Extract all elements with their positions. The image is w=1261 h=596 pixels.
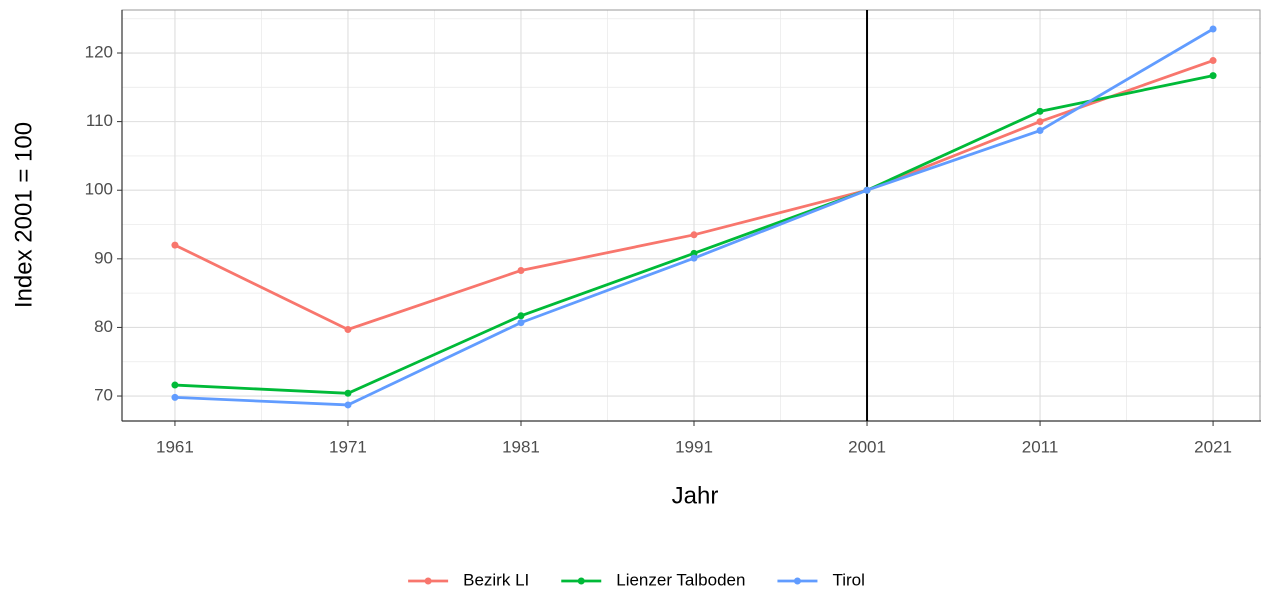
legend-swatch — [577, 577, 585, 585]
x-tick-label: 2001 — [848, 437, 886, 456]
x-tick-label: 1971 — [329, 437, 367, 456]
x-tick-label: 1991 — [675, 437, 713, 456]
x-axis-title: Jahr — [672, 482, 719, 509]
legend-label: Bezirk LI — [463, 570, 529, 589]
x-tick-label: 2011 — [1022, 437, 1059, 456]
data-point — [171, 393, 179, 401]
y-axis-title: Index 2001 = 100 — [10, 122, 37, 308]
legend-label: Tirol — [832, 570, 864, 589]
y-tick-label: 100 — [85, 180, 113, 199]
legend-swatch — [424, 577, 432, 585]
data-point — [517, 312, 525, 320]
y-tick-label: 110 — [86, 111, 113, 130]
data-point — [1036, 118, 1044, 126]
y-tick-label: 80 — [94, 317, 113, 336]
data-point — [1036, 107, 1044, 115]
x-tick-label: 1961 — [156, 437, 194, 456]
data-point — [1209, 72, 1217, 80]
data-point — [344, 389, 352, 397]
data-point — [344, 401, 352, 409]
data-point — [690, 231, 698, 239]
data-point — [517, 319, 525, 327]
legend: Bezirk LI Lienzer Talboden Tirol — [408, 570, 865, 589]
data-point — [517, 266, 525, 274]
data-point — [690, 249, 698, 257]
data-point — [171, 241, 179, 249]
data-point — [171, 381, 179, 389]
data-point — [1036, 127, 1044, 135]
data-point — [863, 186, 871, 194]
y-tick-label: 70 — [94, 386, 113, 405]
data-point — [1209, 57, 1217, 65]
data-point — [1209, 25, 1217, 33]
legend-label: Lienzer Talboden — [616, 570, 745, 589]
panel-border — [121, 9, 1261, 422]
y-tick-label: 90 — [94, 248, 113, 267]
data-point — [690, 254, 698, 262]
y-tick-label: 120 — [85, 42, 113, 61]
x-tick-label: 2021 — [1194, 437, 1232, 456]
x-tick-label: 1981 — [502, 437, 540, 456]
data-point — [344, 325, 352, 333]
legend-swatch — [793, 577, 801, 585]
